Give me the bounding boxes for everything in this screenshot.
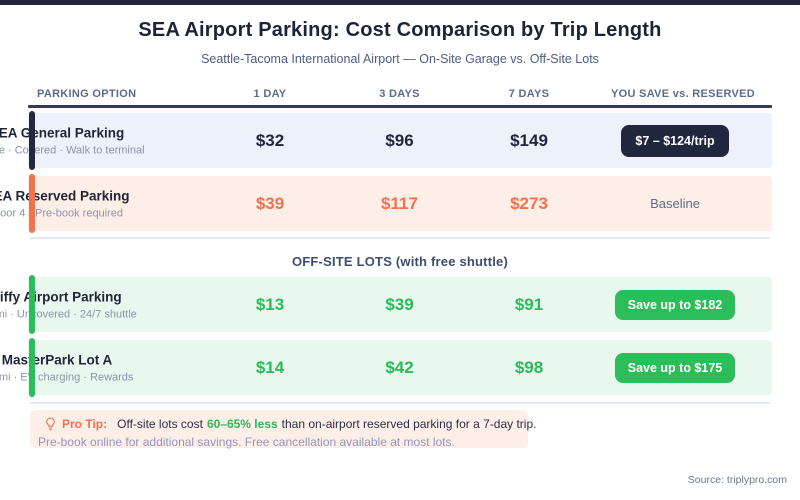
column-header-3-days: 3 DAYS <box>379 88 420 100</box>
parking-option-details: Floor 4 · Pre-book required <box>0 207 124 219</box>
column-header-7-days: 7 DAYS <box>508 88 550 100</box>
pro-tip-line2: Pre-book online for additional savings. … <box>38 435 455 449</box>
parking-option-cell: SEA Reserved Parking Floor 4 · Pre-book … <box>0 176 205 231</box>
page-title: SEA Airport Parking: Cost Comparison by … <box>138 19 662 41</box>
table-row-masterpark: MasterPark Lot A 1.2 mi · EV charging · … <box>0 338 772 397</box>
price-1-day: $39 <box>255 193 285 213</box>
price-3-days: $39 <box>385 294 414 314</box>
price-7-days: $273 <box>510 193 548 213</box>
pro-tip-text-after: than on-airport reserved parking for a 7… <box>281 417 537 431</box>
save-up-to-button[interactable]: Save up to $182 <box>614 289 736 320</box>
pro-tip-box: Pro Tip: Off-site lots cost 60–65% less … <box>30 410 536 449</box>
pro-tip-highlight: 60–65% less <box>206 417 278 431</box>
price-1-day: $32 <box>255 130 285 150</box>
parking-option-name: SEA Reserved Parking <box>0 188 130 203</box>
price-1-day: $13 <box>255 294 285 314</box>
offsite-section-label: OFF-SITE LOTS (with free shuttle) <box>291 254 509 269</box>
column-header-1-day: 1 DAY <box>253 88 287 100</box>
lightbulb-icon <box>45 417 56 431</box>
parking-option-name: SEA General Parking <box>0 125 125 140</box>
column-header-parking-option: PARKING OPTION <box>37 88 137 100</box>
price-3-days: $117 <box>381 193 418 213</box>
price-3-days: $96 <box>385 130 414 150</box>
section-divider <box>30 237 770 239</box>
price-7-days: $98 <box>514 357 544 377</box>
header-underline <box>28 105 772 108</box>
parking-option-cell: SEA General Parking On-site · Covered · … <box>0 113 205 168</box>
parking-option-details: 1.2 mi · EV charging · Rewards <box>0 371 134 383</box>
table-row-jiffy: Jiffy Airport Parking 1.5 mi · Uncovered… <box>0 275 772 334</box>
parking-option-details: 1.5 mi · Uncovered · 24/7 shuttle <box>0 308 137 320</box>
baseline-label: Baseline <box>650 196 700 211</box>
pro-tip-text-before: Off-site lots cost <box>117 417 203 431</box>
top-accent-bar <box>0 0 800 5</box>
table-row-sea-general: SEA General Parking On-site · Covered · … <box>0 111 772 170</box>
page-subtitle: Seattle-Tacoma International Airport — O… <box>201 52 599 66</box>
pro-tip-label: Pro Tip: <box>62 417 108 431</box>
save-up-to-button[interactable]: Save up to $175 <box>614 352 736 383</box>
parking-option-name: MasterPark Lot A <box>1 352 113 367</box>
row-accent-bar <box>29 275 35 334</box>
parking-option-name: Jiffy Airport Parking <box>0 289 122 304</box>
table-row-sea-reserved: SEA Reserved Parking Floor 4 · Pre-book … <box>0 174 772 233</box>
price-3-days: $42 <box>385 357 414 377</box>
parking-option-cell: MasterPark Lot A 1.2 mi · EV charging · … <box>0 340 205 395</box>
price-1-day: $14 <box>255 357 285 377</box>
parking-option-cell: Jiffy Airport Parking 1.5 mi · Uncovered… <box>0 277 205 332</box>
price-7-days: $149 <box>510 130 548 150</box>
row-accent-bar <box>29 174 35 233</box>
price-7-days: $91 <box>514 294 544 314</box>
savings-badge: $7 – $124/trip <box>621 124 729 157</box>
row-accent-bar <box>29 111 35 170</box>
row-accent-bar <box>29 338 35 397</box>
column-header-you-save: YOU SAVE vs. RESERVED <box>610 88 756 100</box>
parking-option-details: On-site · Covered · Walk to terminal <box>0 144 145 156</box>
footer-divider <box>30 402 770 404</box>
source-attribution: Source: triplypro.com <box>687 474 787 486</box>
table-header-row: PARKING OPTION 1 DAY 3 DAYS 7 DAYS YOU S… <box>28 86 772 102</box>
